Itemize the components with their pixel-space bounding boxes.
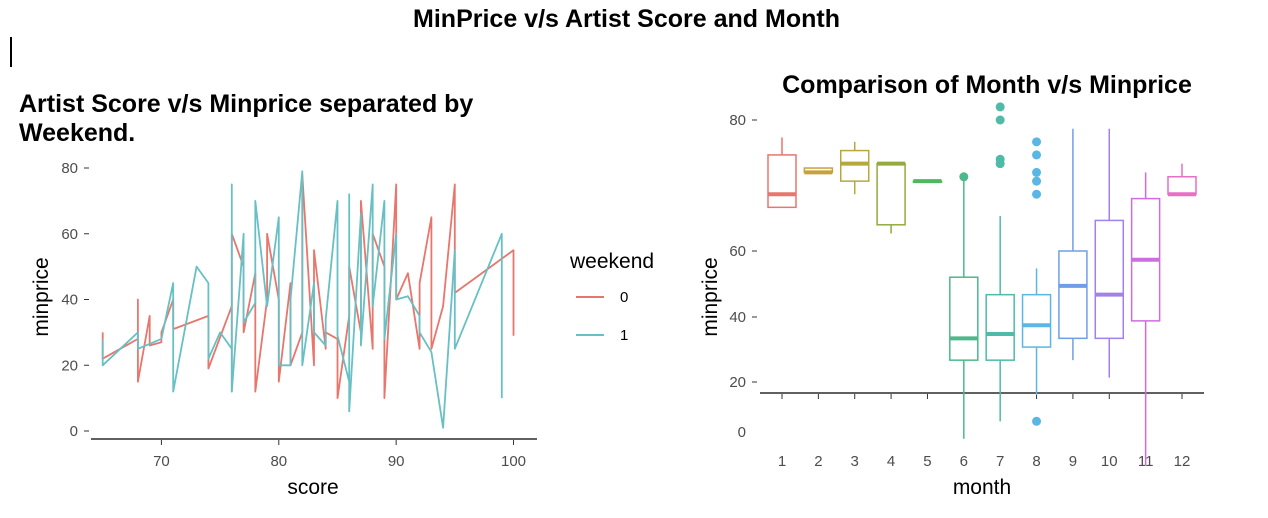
right-x-tick-label: 2 — [814, 453, 822, 470]
right-x-tick-label: 7 — [996, 453, 1004, 470]
left-panel: Artist Score v/s Minprice separated by W… — [19, 90, 654, 499]
series-line-weekend-1 — [101, 170, 503, 429]
box-month-8 — [1021, 137, 1052, 426]
outlier-point — [1032, 167, 1042, 177]
left-x-tick-label: 70 — [153, 453, 170, 470]
left-x-axis: 70 80 90 100 — [153, 440, 526, 470]
right-y-tick-label: 40 — [729, 309, 746, 326]
right-x-tick-label: 12 — [1174, 453, 1191, 470]
outlier-point — [1032, 189, 1042, 199]
outlier-point — [995, 154, 1005, 164]
box-iqr — [1058, 250, 1088, 340]
left-y-tick-label: 0 — [70, 423, 78, 440]
box-month-5 — [912, 179, 943, 184]
box-iqr — [1021, 293, 1052, 348]
right-x-tick-label: 4 — [887, 453, 895, 470]
right-y-tick-label: 0 — [738, 424, 746, 441]
right-y-axis: 0 20 40 60 80 — [729, 112, 757, 441]
right-y-tick-label: 80 — [729, 112, 746, 129]
box-month-12 — [1167, 163, 1197, 197]
left-y-axis-title: minprice — [30, 257, 53, 336]
box-month-2 — [803, 167, 834, 175]
box-month-3 — [839, 141, 870, 195]
left-x-tick-label: 80 — [270, 453, 287, 470]
right-x-tick-label: 10 — [1101, 453, 1118, 470]
box-iqr — [767, 154, 797, 209]
left-y-tick-label: 40 — [61, 292, 78, 309]
left-x-tick-label: 90 — [388, 453, 405, 470]
box-iqr — [985, 293, 1015, 361]
box-month-7 — [985, 102, 1015, 422]
left-y-axis: 0 20 40 60 80 — [61, 160, 89, 440]
left-x-tick-label: 100 — [501, 453, 526, 470]
outlier-point — [995, 102, 1005, 112]
left-series-group — [101, 170, 515, 429]
right-boxes-group — [767, 102, 1197, 465]
right-x-tick-label: 5 — [923, 453, 931, 470]
right-x-tick-label: 9 — [1069, 453, 1077, 470]
right-x-axis-title: month — [953, 476, 1011, 499]
right-x-tick-label: 3 — [851, 453, 859, 470]
outlier-point — [1032, 137, 1042, 147]
left-y-tick-label: 80 — [61, 160, 78, 177]
box-iqr — [949, 276, 979, 361]
outlier-point — [995, 115, 1005, 125]
right-x-tick-label: 8 — [1032, 453, 1040, 470]
legend-title: weekend — [569, 250, 654, 273]
left-x-axis-title: score — [287, 476, 338, 499]
outlier-point — [959, 172, 969, 182]
right-y-tick-label: 20 — [729, 374, 746, 391]
main-title: MinPrice v/s Artist Score and Month — [413, 5, 840, 33]
text-cursor — [10, 37, 12, 67]
right-x-tick-label: 1 — [778, 453, 786, 470]
box-month-9 — [1058, 128, 1088, 361]
box-iqr — [876, 162, 906, 226]
legend-label-1: 1 — [620, 327, 628, 344]
left-y-tick-label: 60 — [61, 226, 78, 243]
box-month-11 — [1130, 172, 1161, 465]
outlier-point — [1032, 176, 1042, 186]
box-month-1 — [767, 137, 797, 209]
box-iqr — [1167, 176, 1197, 195]
right-panel: Comparison of Month v/s Minprice 0204060… — [699, 71, 1204, 499]
right-x-axis: 1 2 3 4 5 6 7 8 9 10 11 12 — [778, 394, 1191, 470]
right-y-tick-label: 60 — [729, 243, 746, 260]
box-month-6 — [949, 172, 979, 439]
outlier-point — [1032, 150, 1042, 160]
left-y-tick-label: 20 — [61, 357, 78, 374]
outlier-point — [1032, 416, 1042, 426]
right-y-axis-title: minprice — [699, 257, 722, 336]
legend: weekend 0 1 — [569, 250, 654, 344]
right-panel-title: Comparison of Month v/s Minprice — [782, 71, 1192, 99]
box-month-10 — [1094, 128, 1125, 378]
box-month-4 — [876, 161, 906, 234]
legend-label-0: 0 — [620, 289, 628, 306]
box-iqr — [1094, 219, 1125, 340]
right-x-tick-label: 6 — [960, 453, 968, 470]
left-panel-title-line2: Weekend. — [19, 119, 135, 147]
left-panel-title-line1: Artist Score v/s Minprice separated by — [19, 90, 473, 118]
box-iqr — [839, 149, 870, 182]
